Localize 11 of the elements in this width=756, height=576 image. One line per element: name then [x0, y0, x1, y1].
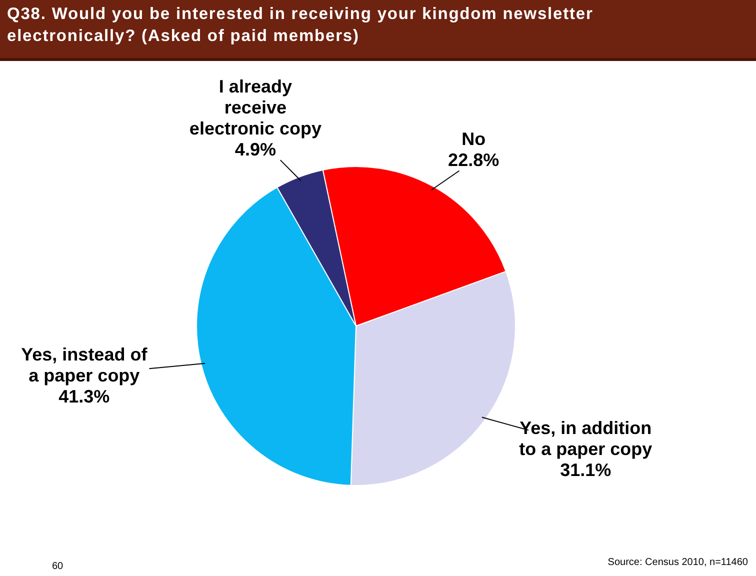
slice-label: No: [462, 129, 486, 150]
data-label: 22.8%: [448, 150, 500, 170]
text: 60: [52, 561, 64, 572]
slice-label: Yes, instead of a paper copy: [21, 344, 148, 386]
data-label: 31.1%: [560, 460, 612, 480]
chart-title: Q38. Would you be interested in receiving your kingdom newsletter electronically? (Asked of paid members): [7, 4, 594, 47]
slice-label: I already receive electronic copy: [189, 76, 322, 138]
source-note: Source: Census 2010, n=11460: [608, 557, 748, 568]
data-label: 41.3%: [58, 386, 110, 407]
slice-label: Yes, in addition to a paper copy: [519, 418, 652, 459]
data-label: 4.9%: [234, 139, 276, 160]
